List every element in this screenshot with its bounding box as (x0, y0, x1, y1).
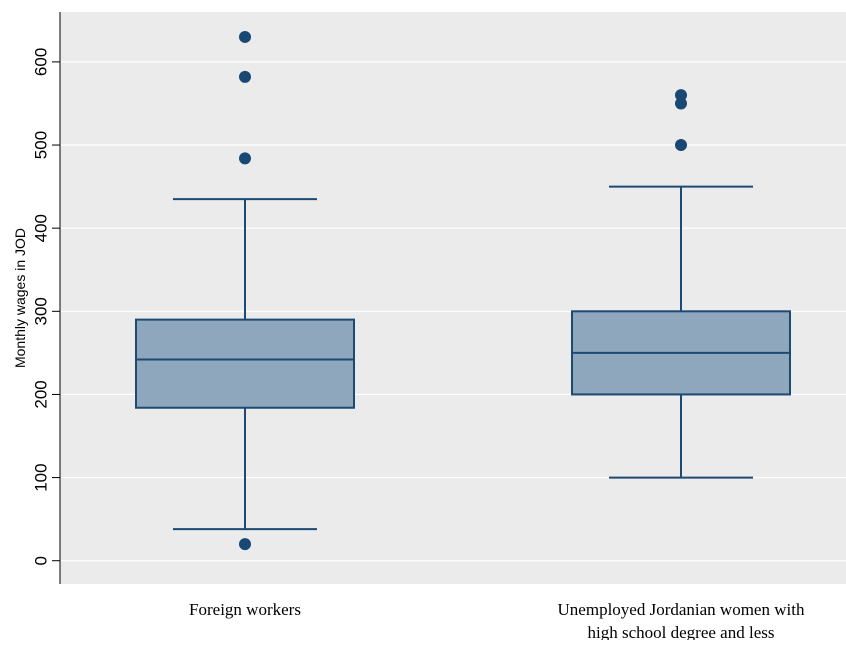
y-tick-label-100: 100 (31, 463, 50, 491)
y-tick-label-300: 300 (31, 297, 50, 325)
box-1-outlier-1 (239, 538, 251, 551)
y-tick-label-0: 0 (31, 556, 50, 565)
y-axis: 0 100 200 300 400 500 600 (31, 12, 61, 584)
box-1-outlier-4 (239, 30, 251, 43)
plot-area (60, 12, 846, 584)
x-category-label-2-line-1: Unemployed Jordanian women with (558, 600, 805, 619)
y-axis-title: Monthly wages in JOD (12, 228, 28, 368)
x-category-label-2-line-2: high school degree and less (588, 623, 775, 640)
box-2-outlier-3 (675, 89, 687, 102)
y-tick-label-500: 500 (31, 131, 50, 159)
box-2-outlier-1 (675, 139, 687, 152)
x-category-label-1-line-1: Foreign workers (189, 600, 301, 619)
box-1 (135, 30, 355, 551)
box-1-outlier-2 (239, 152, 251, 165)
y-tick-label-200: 200 (31, 380, 50, 408)
y-tick-label-600: 600 (31, 48, 50, 76)
box-2-outlier-2 (675, 97, 687, 110)
box-1-iqr (135, 318, 355, 409)
box-2 (571, 89, 791, 479)
box-1-outlier-3 (239, 70, 251, 83)
x-axis-labels: Foreign workers Unemployed Jordanian wome… (189, 600, 805, 642)
box-series (135, 30, 791, 551)
y-tick-label-400: 400 (31, 214, 50, 242)
